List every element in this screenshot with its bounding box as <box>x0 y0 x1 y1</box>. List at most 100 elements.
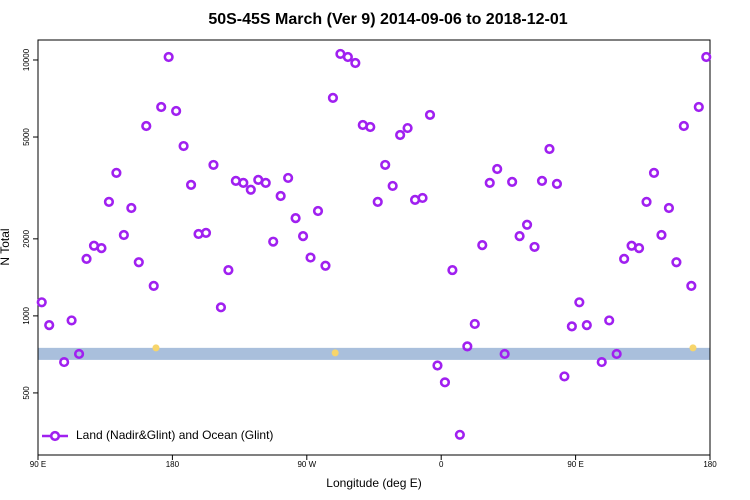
data-point <box>312 205 324 217</box>
data-point <box>223 264 234 276</box>
plot-frame <box>37 39 711 456</box>
data-point <box>81 253 92 264</box>
data-point <box>96 243 107 254</box>
data-point <box>380 159 391 171</box>
data-point <box>439 377 451 388</box>
data-point <box>268 236 279 247</box>
data-point <box>544 143 555 155</box>
data-point <box>350 57 361 69</box>
data-point <box>141 120 152 132</box>
y-axis-label: N Total <box>0 228 12 265</box>
data-point <box>365 121 376 133</box>
data-point <box>215 302 227 313</box>
data-point <box>275 190 286 202</box>
data-point <box>596 356 607 368</box>
data-point <box>447 264 458 276</box>
data-point <box>245 184 256 195</box>
data-point <box>641 196 652 207</box>
shaded-band <box>38 347 710 360</box>
data-point <box>701 51 712 63</box>
chart-title: 50S-45S March (Ver 9) 2014-09-06 to 2018… <box>208 11 567 28</box>
data-point <box>484 177 495 188</box>
data-point <box>44 320 55 331</box>
x-axis-label: Longitude (deg E) <box>326 476 421 490</box>
data-point <box>529 241 540 253</box>
legend-label: Land (Nadir&Glint) and Ocean (Glint) <box>76 428 273 442</box>
highlight-point <box>331 349 339 357</box>
data-point <box>305 252 316 263</box>
data-point <box>133 257 144 268</box>
data-point <box>178 140 189 152</box>
data-point <box>536 175 548 186</box>
data-point <box>432 360 443 371</box>
data-point <box>686 280 697 291</box>
data-point <box>671 257 682 268</box>
data-point <box>663 202 675 214</box>
data-point <box>200 227 212 239</box>
data-point <box>290 213 301 224</box>
data-point <box>521 219 533 230</box>
data-point <box>156 101 167 113</box>
data-point <box>477 240 488 251</box>
data-point <box>656 229 667 241</box>
y-tick-label: 5000 <box>22 128 31 146</box>
data-point <box>424 109 436 121</box>
data-point <box>327 92 339 103</box>
data-point <box>320 260 331 271</box>
x-tick-label: 180 <box>166 460 180 469</box>
y-tick-label: 1000 <box>22 306 31 324</box>
data-point <box>454 429 465 440</box>
y-tick-label: 500 <box>22 386 31 400</box>
data-point <box>66 315 77 326</box>
x-tick-label: 90 E <box>30 460 46 469</box>
highlight-point <box>689 344 697 352</box>
y-tick-label: 10000 <box>22 48 31 71</box>
data-point <box>514 231 525 242</box>
data-point <box>342 51 353 63</box>
x-tick-label: 90 W <box>297 460 316 469</box>
data-point <box>417 192 428 204</box>
data-point <box>648 167 660 179</box>
data-point <box>507 176 518 187</box>
data-point <box>499 348 510 360</box>
data-point <box>559 371 570 382</box>
data-point <box>611 348 622 360</box>
data-point <box>566 321 577 332</box>
data-point <box>372 196 383 207</box>
data-point <box>693 101 704 113</box>
data-point <box>148 280 159 291</box>
y-tick-label: 2000 <box>22 229 31 247</box>
data-point <box>462 341 473 352</box>
data-point <box>111 167 122 179</box>
data-point <box>492 163 503 175</box>
data-point <box>402 122 413 134</box>
data-point <box>238 177 249 188</box>
data-point <box>297 231 309 242</box>
x-tick-label: 90 E <box>567 460 583 469</box>
data-point <box>163 51 174 63</box>
data-point <box>36 297 47 308</box>
data-point <box>574 297 585 308</box>
data-point <box>469 318 480 330</box>
data-point <box>551 178 563 189</box>
x-tick-label: 0 <box>439 460 444 469</box>
data-point <box>633 243 645 254</box>
data-point <box>185 179 197 190</box>
data-point <box>260 177 271 188</box>
legend-marker <box>49 430 61 442</box>
highlight-point <box>152 344 160 352</box>
data-point <box>678 120 689 132</box>
data-point <box>387 180 398 192</box>
data-point <box>395 129 406 141</box>
data-point <box>604 315 615 326</box>
data-point <box>126 202 137 214</box>
data-point <box>619 253 630 264</box>
data-point <box>103 196 115 207</box>
data-point <box>208 159 219 171</box>
data-point <box>118 229 129 241</box>
data-point <box>283 172 294 184</box>
data-point <box>73 348 85 360</box>
x-tick-label: 180 <box>703 460 717 469</box>
data-point <box>171 105 182 117</box>
